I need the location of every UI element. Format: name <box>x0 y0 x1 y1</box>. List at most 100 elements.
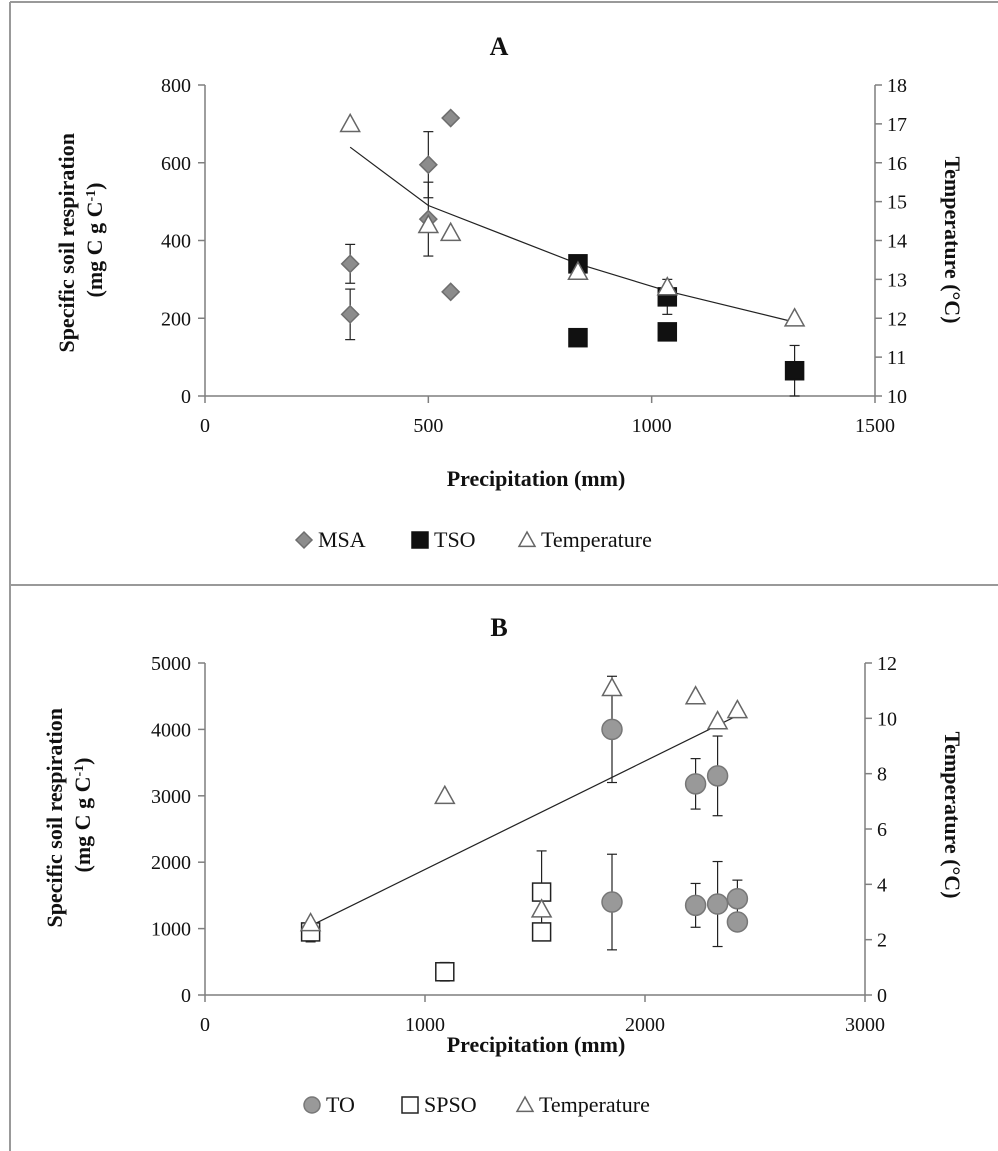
y2-tick-label: 10 <box>887 386 907 408</box>
x-tick-label: 500 <box>413 415 443 437</box>
y2-tick-label: 11 <box>887 347 906 369</box>
x-tick-label: 0 <box>200 415 210 437</box>
y2-tick-label: 8 <box>877 764 887 786</box>
x-tick-label: 0 <box>200 1014 210 1036</box>
y2-tick-label: 13 <box>887 269 907 291</box>
data-point-tso <box>568 327 588 348</box>
y-tick-label: 0 <box>181 985 191 1007</box>
legend-label: Temperature <box>541 527 652 552</box>
y2-tick-label: 17 <box>887 114 907 136</box>
data-point-to <box>726 911 749 933</box>
data-point-temperature <box>417 213 440 234</box>
legend-swatch-msa <box>294 530 314 550</box>
data-point-to <box>601 718 623 741</box>
panel-a: A 0 500 1000 1500 0 200 400 600 800 10 11 12 13 14 15 1… <box>54 32 965 552</box>
legend-label: MSA <box>318 527 366 552</box>
data-point-msa <box>441 282 461 302</box>
y-tick-label: 400 <box>161 231 191 253</box>
x-tick-label: 3000 <box>845 1014 885 1036</box>
data-point-msa <box>340 304 360 324</box>
legend-item-temperature: Temperature <box>517 527 652 552</box>
panel-b-y-axis-title-close: ) <box>70 758 95 765</box>
y2-tick-label: 2 <box>877 930 887 952</box>
data-point-spso <box>435 962 455 982</box>
legend-item-spso: SPSO <box>401 1092 477 1117</box>
panel-a-series-temperature <box>339 112 806 327</box>
y2-tick-label: 14 <box>887 231 907 253</box>
legend-item-tso: TSO <box>411 527 476 552</box>
panel-b-y-axis-title: Specific soil respiration (mg C g C-1) <box>42 702 95 927</box>
data-point-temperature <box>530 898 553 918</box>
data-point-spso <box>531 922 552 942</box>
panel-b: B 0 1000 2000 3000 0 1000 2000 3000 4000 5000 0 2 4 6… <box>42 613 965 1117</box>
y-tick-label: 2000 <box>151 852 191 874</box>
legend-label: TO <box>326 1092 355 1117</box>
data-point-to <box>684 894 707 917</box>
y2-tick-label: 18 <box>887 75 907 97</box>
panel-b-series-temperature <box>299 676 749 932</box>
data-point-temperature <box>656 276 679 296</box>
panel-b-y-axis-title-unit: (mg C g C <box>70 777 95 873</box>
data-point-msa <box>418 155 438 175</box>
x-tick-label: 1500 <box>855 415 895 437</box>
panel-a-x-axis-title: Precipitation (mm) <box>447 466 626 491</box>
data-point-to <box>726 887 749 910</box>
y2-tick-label: 6 <box>877 819 887 841</box>
panel-b-series-spso <box>300 850 552 982</box>
legend-item-msa: MSA <box>294 527 366 552</box>
y2-tick-label: 16 <box>887 153 907 175</box>
panel-a-series-msa <box>340 108 461 341</box>
y2-tick-label: 12 <box>877 653 897 675</box>
data-point-temperature <box>339 112 361 133</box>
legend-swatch-tso <box>411 531 429 549</box>
data-point-tso <box>657 322 678 342</box>
data-point-temperature <box>706 710 729 730</box>
y-tick-label: 200 <box>161 308 191 330</box>
data-point-tso <box>784 360 805 381</box>
panel-a-y-axis-title-sup: -1 <box>84 190 99 202</box>
y-tick-label: 600 <box>161 153 191 175</box>
data-point-temperature <box>567 260 589 280</box>
y-tick-label: 1000 <box>151 919 191 941</box>
y2-tick-label: 12 <box>887 308 907 330</box>
panel-b-x-axis-title: Precipitation (mm) <box>447 1032 626 1057</box>
y2-tick-label: 0 <box>877 985 887 1007</box>
y-tick-label: 800 <box>161 75 191 97</box>
panel-a-y-axis-title: Specific soil respiration (mg C g C-1) <box>54 127 107 352</box>
legend-label: TSO <box>434 527 476 552</box>
legend-swatch-to <box>303 1096 321 1114</box>
legend-swatch-spso <box>401 1096 419 1114</box>
panel-b-label: B <box>490 613 507 642</box>
data-point-temperature <box>439 221 462 242</box>
legend-item-to: TO <box>303 1092 355 1117</box>
panel-b-series-to <box>601 675 749 951</box>
y2-tick-label: 15 <box>887 192 907 214</box>
panel-b-trendline <box>310 715 738 927</box>
panel-b-y2-axis-title: Temperature (°C) <box>940 731 965 898</box>
data-point-msa <box>340 254 360 274</box>
legend-item-temperature: Temperature <box>515 1092 650 1117</box>
x-tick-label: 1000 <box>405 1014 445 1036</box>
data-point-temperature <box>684 685 707 705</box>
data-point-to <box>706 765 729 787</box>
data-point-to <box>601 891 623 913</box>
y-tick-label: 3000 <box>151 786 191 808</box>
data-point-temperature <box>783 307 806 327</box>
y-tick-label: 5000 <box>151 653 191 675</box>
data-point-temperature <box>434 784 456 805</box>
data-point-temperature <box>601 676 623 697</box>
x-tick-label: 2000 <box>625 1014 665 1036</box>
y2-tick-label: 10 <box>877 708 897 730</box>
data-point-temperature <box>299 912 322 932</box>
panel-b-y-axis-title-line-1: Specific soil respiration <box>42 708 67 928</box>
data-point-to <box>684 773 707 795</box>
legend-label: Temperature <box>539 1092 650 1117</box>
data-point-to <box>706 893 729 915</box>
panel-a-y-axis-title-close: ) <box>82 183 107 190</box>
data-point-temperature <box>726 698 749 719</box>
y-tick-label: 0 <box>181 386 191 408</box>
panel-a-y-axis-title-line-1: Specific soil respiration <box>54 133 79 353</box>
panel-b-y-axis-title-sup: -1 <box>72 765 87 777</box>
y2-tick-label: 4 <box>877 874 887 896</box>
